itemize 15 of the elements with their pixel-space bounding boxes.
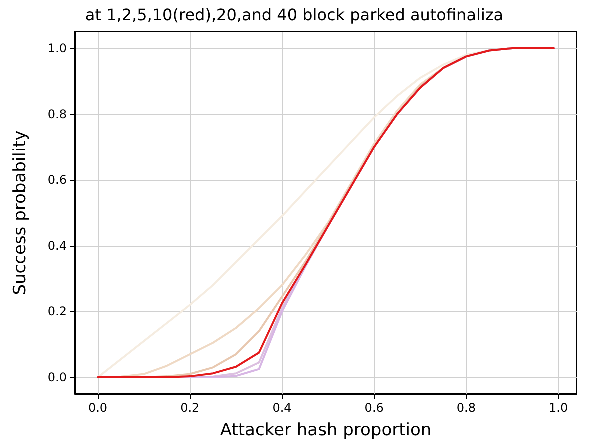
x-tick-label: 0.4 [272, 401, 292, 415]
y-tick-label: 0.8 [48, 107, 67, 122]
x-axis-title: Attacker hash proportion [220, 420, 432, 440]
y-axis-title: Success probability [10, 130, 30, 296]
y-tick-label: 0.6 [48, 173, 67, 188]
y-tick-label: 0.4 [48, 238, 67, 253]
y-tick-label: 0.2 [48, 304, 67, 319]
y-tick-label: 0.0 [48, 370, 67, 385]
x-tick-label: 0.2 [180, 401, 200, 415]
x-tick-label: 1.0 [549, 401, 568, 415]
chart-title: at 1,2,5,10(red),20,and 40 block parked autofinaliza [85, 6, 504, 24]
x-tick-label: 0.0 [88, 401, 108, 415]
x-tick-label: 0.6 [364, 401, 384, 415]
y-tick-label: 1.0 [48, 41, 67, 56]
x-tick-label: 0.8 [456, 401, 476, 415]
